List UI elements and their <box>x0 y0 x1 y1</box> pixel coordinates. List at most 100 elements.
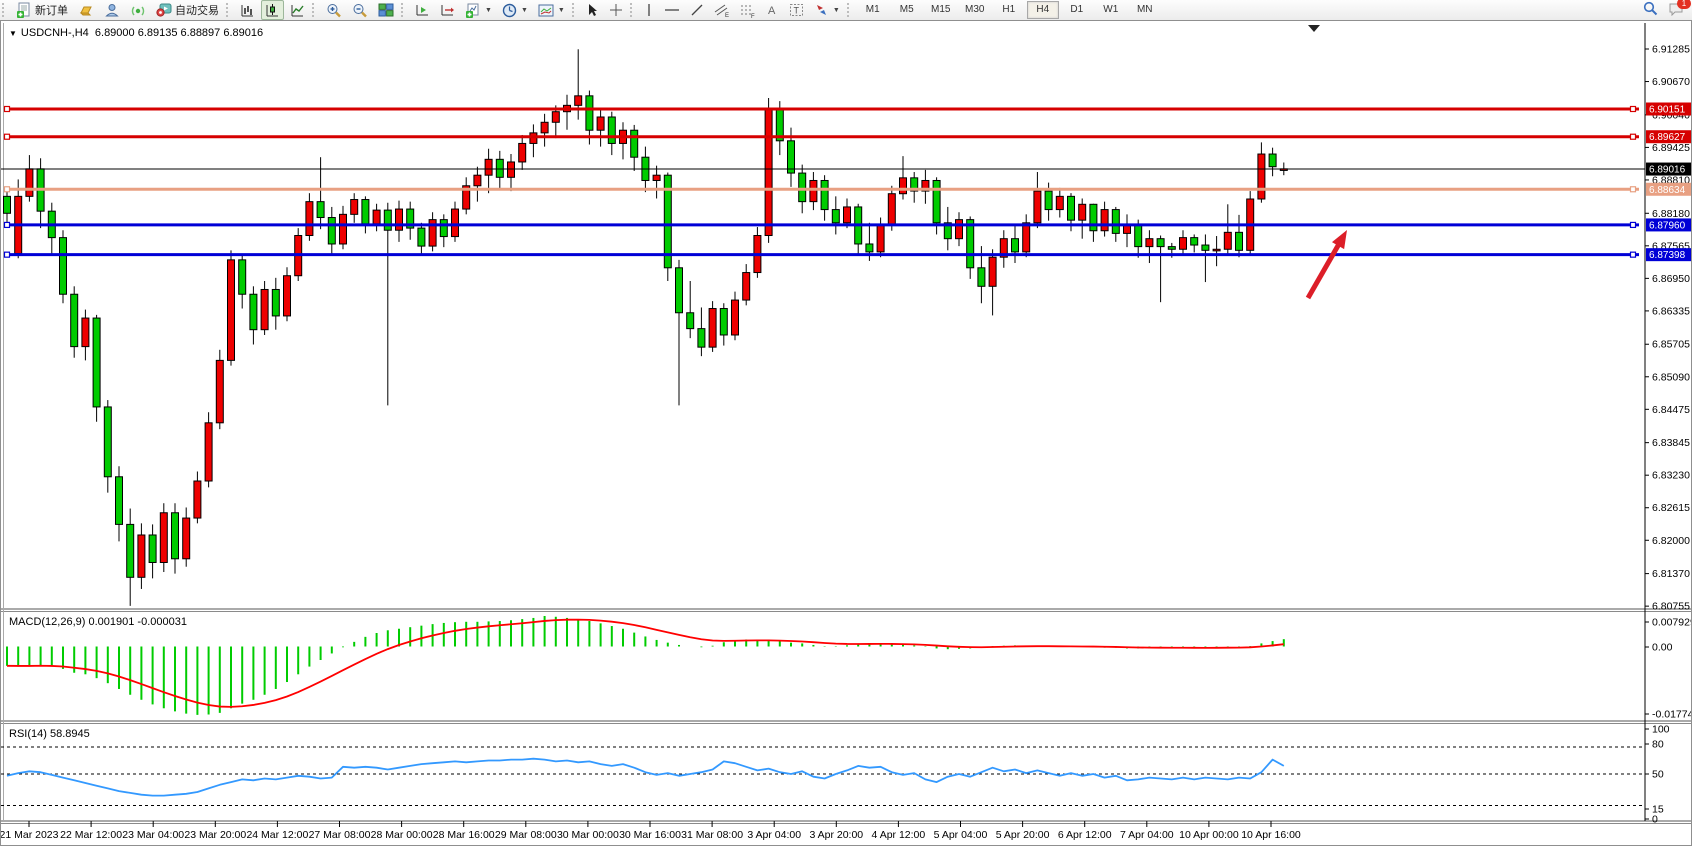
timeframe-button-H4[interactable]: H4 <box>1026 1 1059 19</box>
fibonacci-button[interactable]: F <box>736 0 760 20</box>
candle[interactable] <box>1223 231 1232 250</box>
toolbar-grip[interactable] <box>226 3 233 17</box>
candle[interactable] <box>876 224 885 253</box>
line-handle[interactable] <box>3 221 11 229</box>
candle[interactable] <box>428 219 437 247</box>
candle[interactable] <box>943 222 952 240</box>
candle[interactable] <box>473 174 482 187</box>
candle[interactable] <box>339 213 347 245</box>
line-handle[interactable] <box>3 186 11 193</box>
candle[interactable] <box>551 111 560 123</box>
candle[interactable] <box>1145 238 1154 248</box>
candle[interactable] <box>1156 238 1165 248</box>
candle[interactable] <box>350 199 359 215</box>
candle[interactable] <box>148 534 157 563</box>
candle[interactable] <box>1212 248 1221 252</box>
candle[interactable] <box>126 523 135 578</box>
crosshair-button[interactable] <box>605 0 627 20</box>
auto-trading-button[interactable]: 自动交易 <box>152 0 223 20</box>
candle[interactable] <box>865 243 874 253</box>
candle[interactable] <box>887 193 896 226</box>
candle[interactable] <box>798 172 807 203</box>
candlestick-button[interactable] <box>261 0 284 20</box>
candle[interactable] <box>607 116 616 144</box>
line-handle[interactable] <box>3 251 11 258</box>
candle[interactable] <box>59 237 67 295</box>
candle[interactable] <box>316 201 325 219</box>
candle[interactable] <box>137 534 146 578</box>
timeframe-button-M15[interactable]: M15 <box>931 4 951 15</box>
candle[interactable] <box>764 108 773 237</box>
candle[interactable] <box>663 174 672 269</box>
line-handle[interactable] <box>1629 221 1637 229</box>
candle[interactable] <box>361 199 370 225</box>
candle[interactable] <box>227 259 235 361</box>
zoom-in-button[interactable] <box>322 0 346 20</box>
candle[interactable] <box>305 201 314 237</box>
candle[interactable] <box>159 512 168 563</box>
toolbar-grip[interactable] <box>629 3 637 17</box>
candle[interactable] <box>731 299 739 336</box>
candle[interactable] <box>103 406 112 478</box>
candle[interactable] <box>719 308 728 336</box>
candle[interactable] <box>955 219 963 240</box>
new-order-button[interactable]: 新订单 <box>12 0 72 20</box>
candle[interactable] <box>820 179 829 211</box>
trendline-button[interactable] <box>686 0 708 20</box>
candle[interactable] <box>518 142 527 163</box>
search-icon[interactable] <box>1643 1 1658 19</box>
timeframe-button-M1[interactable]: M1 <box>865 4 880 15</box>
candle[interactable] <box>204 422 213 482</box>
cursor-button[interactable] <box>582 0 603 20</box>
candle[interactable] <box>238 259 247 295</box>
candle[interactable] <box>215 359 224 424</box>
candle[interactable] <box>921 179 930 192</box>
candle[interactable] <box>25 168 34 197</box>
candle[interactable] <box>383 209 392 231</box>
candle[interactable] <box>81 317 90 348</box>
toolbar-grip[interactable] <box>846 3 854 17</box>
timeframe-button-M30[interactable]: M30 <box>965 4 985 15</box>
candle[interactable] <box>249 293 258 331</box>
candle[interactable] <box>1089 203 1098 232</box>
candle[interactable] <box>1011 238 1019 253</box>
candle[interactable] <box>1257 153 1266 200</box>
timeframe-button-H1[interactable]: H1 <box>1002 4 1016 15</box>
templates-button[interactable]: ▼ <box>534 0 569 20</box>
candle[interactable] <box>1100 209 1109 232</box>
text-label-button[interactable]: T <box>785 0 808 20</box>
price-chart[interactable]: 6.912856.906706.900406.894256.888106.881… <box>1 21 1691 845</box>
candle[interactable] <box>3 195 11 214</box>
line-handle[interactable] <box>3 133 11 140</box>
candle[interactable] <box>977 267 986 287</box>
timeframe-button-M5[interactable]: M5 <box>899 4 914 15</box>
candle[interactable] <box>540 121 549 134</box>
line-handle[interactable] <box>3 105 11 113</box>
candle[interactable] <box>652 174 661 181</box>
candle[interactable] <box>1044 190 1053 211</box>
candle[interactable] <box>417 227 426 247</box>
candle[interactable] <box>1078 203 1087 221</box>
line-chart-button[interactable] <box>286 0 309 20</box>
candle[interactable] <box>932 179 941 224</box>
horizontal-line-button[interactable] <box>660 0 684 20</box>
candle[interactable] <box>1055 195 1064 211</box>
signals-button[interactable] <box>126 0 150 20</box>
line-handle[interactable] <box>1629 105 1637 113</box>
chart-shift-marker[interactable] <box>1308 25 1320 32</box>
bar-chart-button[interactable] <box>236 0 259 20</box>
candle[interactable] <box>372 209 381 225</box>
line-handle[interactable] <box>1629 133 1637 140</box>
candle[interactable] <box>1268 153 1277 168</box>
macd-indicator-label[interactable]: MACD(12,26,9) 0.001901 -0.000031 <box>9 616 187 628</box>
candle[interactable] <box>742 272 751 301</box>
text-button[interactable]: A <box>762 0 783 20</box>
candle[interactable] <box>1190 237 1199 246</box>
candle[interactable] <box>92 317 101 408</box>
tile-windows-button[interactable] <box>374 0 398 20</box>
candle[interactable] <box>843 206 851 224</box>
candle[interactable] <box>507 161 515 178</box>
candle[interactable] <box>171 512 179 560</box>
market-button[interactable] <box>74 0 98 20</box>
vertical-line-button[interactable] <box>640 0 658 20</box>
